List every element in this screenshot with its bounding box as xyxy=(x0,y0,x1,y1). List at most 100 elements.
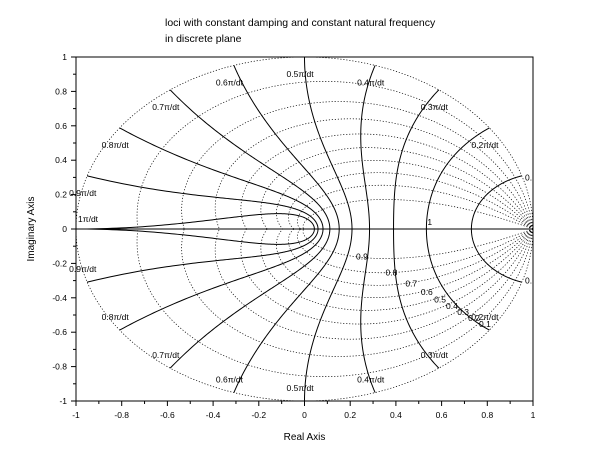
damping-curve xyxy=(260,228,534,311)
frequency-curve xyxy=(425,127,490,229)
y-tick-label: -0.4 xyxy=(52,293,67,303)
x-tick-label: 0 xyxy=(302,410,307,420)
y-tick-label: -0.6 xyxy=(52,327,67,337)
x-tick-label: -0.6 xyxy=(160,410,175,420)
frequency-curve xyxy=(360,65,376,229)
frequency-curve xyxy=(304,56,353,229)
damping-label: 0.1 xyxy=(479,319,491,329)
damping-curve xyxy=(302,199,534,230)
damping-label: 0.4 xyxy=(446,301,458,311)
frequency-label: 0.2π/dt xyxy=(471,312,499,322)
frequency-label: 0.6π/dt xyxy=(216,77,244,87)
frequency-curve xyxy=(470,175,522,229)
frequency-label: 0.3π/dt xyxy=(421,102,449,112)
frequency-label: 0.2π/dt xyxy=(471,140,499,150)
frequency-curve xyxy=(425,229,490,331)
frequency-label: 0.6π/dt xyxy=(216,375,244,385)
y-tick-label: -0.2 xyxy=(52,258,67,268)
x-tick-label: -0.8 xyxy=(114,410,129,420)
damping-curve xyxy=(181,228,534,357)
frequency-curve xyxy=(75,228,315,245)
damping-curve xyxy=(296,228,534,274)
frequency-curve xyxy=(233,65,340,229)
damping-curve xyxy=(136,81,534,230)
x-tick-label: -1 xyxy=(72,410,80,420)
damping-label: 0.6 xyxy=(421,287,433,297)
frequency-label: 0.9π/dt xyxy=(69,264,97,274)
damping-curve xyxy=(302,228,534,259)
frequency-label: 0.5π/dt xyxy=(287,69,315,79)
frequency-curve xyxy=(87,175,319,229)
damping-label: 0.7 xyxy=(405,279,417,289)
frequency-label: 0.7π/dt xyxy=(152,350,180,360)
x-tick-label: 0.8 xyxy=(481,410,493,420)
chart-title-line: loci with constant damping and constant … xyxy=(165,17,436,29)
y-tick-label: 0.4 xyxy=(55,155,67,165)
y-tick-label: 1 xyxy=(62,52,67,62)
damping-curve xyxy=(75,56,534,230)
frequency-label: 0.4π/dt xyxy=(357,375,385,385)
frequency-label: 0.3π/dt xyxy=(421,350,449,360)
x-tick-label: -0.2 xyxy=(251,410,266,420)
frequency-curve xyxy=(75,213,315,230)
frequency-curve xyxy=(119,127,324,229)
y-tick-label: 0.6 xyxy=(55,121,67,131)
damping-curve xyxy=(240,133,534,230)
y-tick-label: 0.8 xyxy=(55,86,67,96)
frequency-curve xyxy=(233,229,340,393)
frequency-curve xyxy=(393,89,440,229)
damping-label: 0.8 xyxy=(385,268,397,278)
damping-labels: 0.10.20.30.40.50.6 0.7 0.8 0.9 1 xyxy=(356,217,491,329)
frequency-label: 0.5π/dt xyxy=(287,383,315,393)
chart-title: loci with constant damping and constant … xyxy=(165,17,436,45)
y-tick-label: 0.2 xyxy=(55,190,67,200)
damping-label: 0.9 xyxy=(356,252,368,262)
y-tick-label: -0.8 xyxy=(52,362,67,372)
frequency-curve xyxy=(119,229,324,331)
frequency-label: 0.9π/dt xyxy=(69,188,97,198)
x-axis-label: Real Axis xyxy=(284,432,326,443)
damping-curve xyxy=(288,172,534,230)
frequency-label: 0.4π/dt xyxy=(357,77,385,87)
damping-curve xyxy=(260,147,534,230)
damping-curve xyxy=(214,118,534,230)
frequency-curve xyxy=(169,89,331,229)
frequency-curve xyxy=(470,229,522,283)
damping-curve xyxy=(136,228,534,377)
y-axis-label: Imaginary Axis xyxy=(26,196,37,261)
damping-curve xyxy=(181,101,534,230)
frequency-label: 0.8π/dt xyxy=(102,312,130,322)
frequency-curve xyxy=(304,229,353,402)
damping-curve xyxy=(276,160,534,230)
frequency-curves xyxy=(75,56,522,402)
y-axis-ticks: -1 -0.8 -0.6 -0.4 -0.2 0 0.2 0.4 0.6 0.8 1 xyxy=(52,52,76,406)
damping-label: 1 xyxy=(427,217,432,227)
frequency-curve xyxy=(169,229,331,369)
x-tick-label: -0.4 xyxy=(206,410,221,420)
chart-title-line: in discrete plane xyxy=(165,33,242,45)
x-tick-label: 0.2 xyxy=(344,410,356,420)
y-tick-label: -1 xyxy=(59,396,67,406)
damping-curve xyxy=(276,228,534,298)
frequency-labels: 0. 0.2π/dt 0.3π/dt 0.4π/dt 0.5π/dt 0.6π/dt 0.7… xyxy=(69,69,532,393)
frequency-curve xyxy=(393,229,440,369)
x-tick-label: 0.4 xyxy=(390,410,402,420)
frequency-label: 0. xyxy=(525,276,532,286)
damping-label: 0.5 xyxy=(434,294,446,304)
x-tick-label: 0.6 xyxy=(436,410,448,420)
damping-label: 0.3 xyxy=(457,307,469,317)
damping-curve xyxy=(296,184,534,230)
damping-label: 0.2 xyxy=(468,313,480,323)
frequency-label: 0.7π/dt xyxy=(152,102,180,112)
damping-curve xyxy=(214,228,534,340)
frequency-curve xyxy=(360,229,376,393)
frequency-label: 1π/dt xyxy=(78,214,99,224)
frequency-label: 0.8π/dt xyxy=(102,140,130,150)
y-tick-label: 0 xyxy=(62,224,67,234)
frequency-label: 0. xyxy=(525,172,532,182)
damping-curve xyxy=(288,228,534,286)
x-tick-label: 1 xyxy=(531,410,536,420)
frequency-curve xyxy=(87,229,319,283)
damping-curve xyxy=(240,228,534,325)
